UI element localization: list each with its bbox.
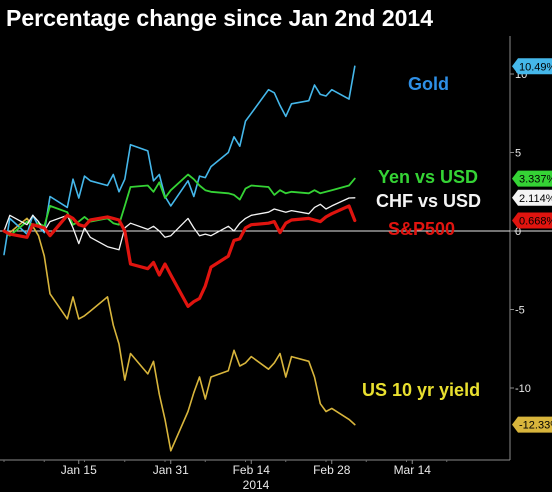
y-tick-label: 0 [515, 226, 521, 238]
series-label-gold: Gold [408, 74, 449, 94]
series-line-gold [3, 65, 356, 256]
last-value-text: 0.668% [519, 216, 552, 228]
last-value-text: 2.114% [519, 193, 552, 205]
x-tick-label: Feb 28 [313, 463, 351, 477]
series-labels: Gold Yen vs USD CHF vs USD S&P500 US 10 yr y… [362, 74, 481, 400]
series-label-us-10-yr-yield: US 10 yr yield [362, 380, 480, 400]
series-label-s-p500: S&P500 [388, 219, 455, 239]
x-tick-label: Feb 14 [233, 463, 271, 477]
series-label-yen-vs-usd: Yen vs USD [378, 167, 478, 187]
last-value-badge [512, 189, 552, 206]
last-value-badge [512, 170, 552, 187]
last-value-text: 3.337% [519, 174, 552, 186]
last-value-badges: 10.49% 3.337% 2.114% 0.668% -12.33% [512, 58, 552, 433]
x-axis-year-label: 2014 [243, 478, 270, 492]
series-line-s-p500 [2, 204, 357, 308]
series-label-chf-vs-usd: CHF vs USD [376, 191, 481, 211]
last-value-text: -12.33% [519, 420, 552, 432]
y-tick-label: 5 [515, 148, 521, 160]
last-value-badge [512, 58, 552, 75]
series-line-us-10-yr-yield [3, 217, 356, 452]
series [2, 65, 357, 452]
x-tick-label: Jan 15 [61, 463, 97, 477]
y-tick-label: -10 [515, 383, 531, 395]
last-value-badge [512, 416, 552, 433]
last-value-text: 10.49% [519, 61, 552, 73]
x-tick-label: Jan 31 [153, 463, 189, 477]
chart-title: Percentage change since Jan 2nd 2014 [6, 5, 433, 31]
last-value-badge [512, 212, 552, 229]
x-tick-label: Mar 14 [394, 463, 432, 477]
y-tick-label: -5 [515, 305, 525, 317]
